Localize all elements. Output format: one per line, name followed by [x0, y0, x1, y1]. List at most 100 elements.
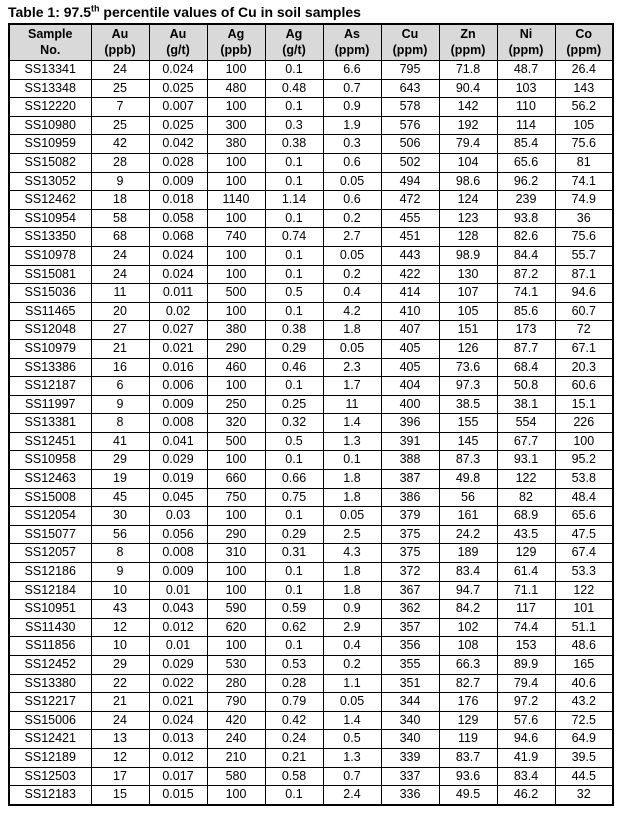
- value-cell-ni-ppm: 41.9: [496, 747, 556, 768]
- value-cell-ag-gt: 0.58: [264, 766, 324, 787]
- column-header-label: Co: [575, 27, 593, 41]
- value-cell-au-ppb: 27: [90, 320, 150, 340]
- value-cell-au-gt: 0.012: [148, 617, 208, 638]
- value-cell-cu-ppm: 357: [380, 617, 440, 638]
- column-header-au-ppb: Au (ppb): [90, 23, 150, 61]
- value-cell-ni-ppm: 83.4: [496, 766, 556, 787]
- sample-no-cell: SS10959: [8, 134, 92, 154]
- value-cell-co-ppm: 20.3: [554, 357, 614, 378]
- table-row: SS15008 45 0.045 750 0.75 1.8 386 56 82 48.4: [8, 487, 614, 508]
- value-cell-co-ppm: 44.5: [554, 766, 614, 787]
- value-cell-cu-ppm: 472: [380, 190, 440, 210]
- value-cell-au-ppb: 24: [90, 710, 150, 731]
- value-cell-zn-ppm: 73.6: [438, 357, 498, 378]
- table-row: SS15077 56 0.056 290 0.29 2.5 375 24.2 43.5 47.5: [8, 524, 614, 545]
- value-cell-au-gt: 0.022: [148, 673, 208, 694]
- value-cell-au-gt: 0.058: [148, 208, 208, 229]
- value-cell-au-gt: 0.021: [148, 338, 208, 359]
- value-cell-ni-ppm: 94.6: [496, 729, 556, 749]
- value-cell-cu-ppm: 410: [380, 301, 440, 322]
- value-cell-zn-ppm: 128: [438, 227, 498, 247]
- value-cell-au-ppb: 9: [90, 394, 150, 415]
- value-cell-co-ppm: 87.1: [554, 264, 614, 285]
- value-cell-au-gt: 0.024: [148, 264, 208, 285]
- value-cell-cu-ppm: 337: [380, 766, 440, 787]
- value-cell-as-ppm: 0.05: [322, 692, 382, 712]
- value-cell-ag-gt: 0.1: [264, 97, 324, 117]
- column-header-sample-no: Sample No.: [8, 23, 92, 61]
- table-row: SS13380 22 0.022 280 0.28 1.1 351 82.7 79.4 40.6: [8, 673, 614, 694]
- sample-no-cell: SS15006: [8, 710, 92, 731]
- value-cell-ag-ppb: 290: [206, 524, 266, 545]
- value-cell-co-ppm: 26.4: [554, 60, 614, 80]
- value-cell-ag-gt: 0.1: [264, 450, 324, 471]
- value-cell-au-ppb: 24: [90, 245, 150, 266]
- value-cell-as-ppm: 0.4: [322, 283, 382, 303]
- value-cell-ag-ppb: 500: [206, 431, 266, 452]
- value-cell-as-ppm: 11: [322, 394, 382, 415]
- value-cell-au-ppb: 21: [90, 692, 150, 712]
- value-cell-cu-ppm: 443: [380, 245, 440, 266]
- value-cell-au-ppb: 28: [90, 152, 150, 173]
- value-cell-ag-ppb: 660: [206, 469, 266, 489]
- value-cell-cu-ppm: 336: [380, 785, 440, 806]
- value-cell-ag-gt: 0.48: [264, 78, 324, 99]
- value-cell-cu-ppm: 422: [380, 264, 440, 285]
- value-cell-ni-ppm: 82: [496, 487, 556, 508]
- value-cell-au-ppb: 30: [90, 506, 150, 526]
- table-row: SS13052 9 0.009 100 0.1 0.05 494 98.6 96.2 74.1: [8, 171, 614, 192]
- value-cell-co-ppm: 48.6: [554, 636, 614, 656]
- sample-no-cell: SS13341: [8, 60, 92, 80]
- value-cell-as-ppm: 1.8: [322, 320, 382, 340]
- column-header-ag-ppb: Ag (ppb): [206, 23, 266, 61]
- value-cell-as-ppm: 2.7: [322, 227, 382, 247]
- sample-no-cell: SS12187: [8, 376, 92, 396]
- value-cell-zn-ppm: 87.3: [438, 450, 498, 471]
- value-cell-au-gt: 0.009: [148, 394, 208, 415]
- value-cell-au-ppb: 25: [90, 78, 150, 99]
- value-cell-ag-ppb: 420: [206, 710, 266, 731]
- column-header-label: Ni: [519, 27, 533, 41]
- value-cell-as-ppm: 1.4: [322, 710, 382, 731]
- value-cell-ag-ppb: 100: [206, 152, 266, 173]
- table-row: SS12451 41 0.041 500 0.5 1.3 391 145 67.7 100: [8, 431, 614, 452]
- value-cell-au-gt: 0.024: [148, 245, 208, 266]
- value-cell-ag-gt: 0.38: [264, 134, 324, 154]
- value-cell-co-ppm: 101: [554, 599, 614, 619]
- value-cell-ni-ppm: 110: [496, 97, 556, 117]
- value-cell-cu-ppm: 387: [380, 469, 440, 489]
- value-cell-ag-gt: 0.1: [264, 245, 324, 266]
- value-cell-au-ppb: 6: [90, 376, 150, 396]
- value-cell-ni-ppm: 122: [496, 469, 556, 489]
- value-cell-as-ppm: 0.05: [322, 506, 382, 526]
- value-cell-zn-ppm: 189: [438, 543, 498, 564]
- value-cell-co-ppm: 39.5: [554, 747, 614, 768]
- value-cell-au-ppb: 19: [90, 469, 150, 489]
- value-cell-ag-ppb: 250: [206, 394, 266, 415]
- value-cell-zn-ppm: 49.5: [438, 785, 498, 806]
- value-cell-ag-ppb: 320: [206, 413, 266, 433]
- value-cell-as-ppm: 1.3: [322, 747, 382, 768]
- column-header-as-ppm: As (ppm): [322, 23, 382, 61]
- value-cell-ni-ppm: 239: [496, 190, 556, 210]
- table-title-superscript: th: [91, 3, 100, 14]
- table-title-suffix: percentile values of Cu in soil samples: [99, 4, 361, 20]
- value-cell-zn-ppm: 104: [438, 152, 498, 173]
- value-cell-ni-ppm: 50.8: [496, 376, 556, 396]
- table-row: SS15036 11 0.011 500 0.5 0.4 414 107 74.1 94.6: [8, 283, 614, 303]
- value-cell-cu-ppm: 356: [380, 636, 440, 656]
- value-cell-as-ppm: 2.9: [322, 617, 382, 638]
- value-cell-ag-gt: 0.59: [264, 599, 324, 619]
- table-row: SS12183 15 0.015 100 0.1 2.4 336 49.5 46.2 32: [8, 785, 614, 806]
- value-cell-cu-ppm: 391: [380, 431, 440, 452]
- column-header-label: Ag: [227, 27, 245, 41]
- value-cell-co-ppm: 72: [554, 320, 614, 340]
- value-cell-ni-ppm: 38.1: [496, 394, 556, 415]
- value-cell-as-ppm: 1.9: [322, 115, 382, 136]
- value-cell-ni-ppm: 67.7: [496, 431, 556, 452]
- table-header-row: Sample No. Au (ppb) Au (g/t) Ag (ppb) Ag (g/t) As (…: [8, 23, 614, 61]
- table-title-prefix: Table 1: 97.5: [8, 4, 92, 20]
- value-cell-cu-ppm: 451: [380, 227, 440, 247]
- value-cell-au-ppb: 22: [90, 673, 150, 694]
